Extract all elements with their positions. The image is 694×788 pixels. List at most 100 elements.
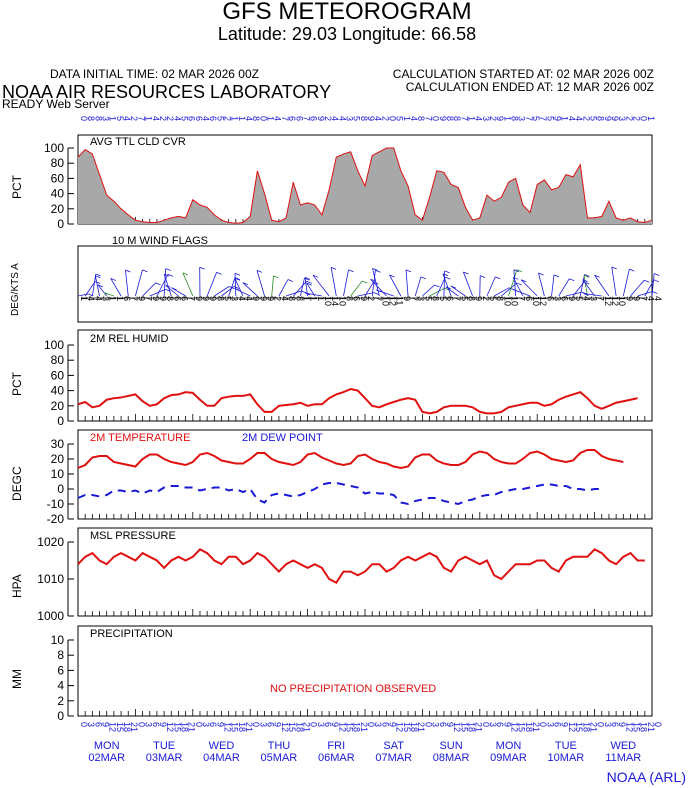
wind-barb-flag — [442, 273, 449, 277]
wind-barb-flag — [95, 273, 101, 277]
wind-barb — [486, 276, 496, 297]
cloud-top-label: 2 — [380, 116, 390, 121]
wind-speed-label: 9 — [208, 296, 218, 301]
x-day-dow: FRI — [327, 740, 345, 752]
x-hour-label: 3 — [144, 722, 154, 727]
x-hour-label: 12 — [108, 722, 118, 732]
x-day-date: 11MAR — [605, 752, 641, 764]
cloud-ytick-label: 0 — [57, 217, 64, 231]
wind-speed-label: 5 — [488, 296, 498, 301]
wind-speed-label: 9 — [567, 296, 577, 301]
wind-speed-label: 1 — [316, 296, 326, 301]
wind-speed-label: 6 — [445, 296, 455, 301]
temp-ytick-label: -20 — [47, 512, 65, 526]
wind-barb — [156, 274, 169, 297]
wind-speed-label: 6 — [545, 296, 555, 301]
wind-barb — [370, 278, 387, 297]
cloud-top-label: 0 — [388, 116, 398, 121]
wind-barb — [450, 285, 466, 297]
wind-barb-flag — [513, 289, 519, 292]
x-hour-label: 18 — [581, 722, 591, 732]
wind-speed-label: 14 — [330, 296, 340, 306]
cloud-top-label: 4 — [409, 116, 419, 121]
x-hour-label: 12 — [624, 722, 634, 732]
wind-barb-flag — [306, 282, 312, 286]
wind-barb-flag — [629, 268, 635, 272]
cloud-top-label: 3 — [617, 116, 627, 121]
wind-barb — [442, 273, 452, 297]
wind-speed-label: 4 — [581, 296, 591, 301]
cloud-top-label: 6 — [294, 116, 304, 121]
wind-barb — [135, 269, 143, 297]
wind-barb — [579, 274, 585, 297]
x-hour-label: 0 — [79, 722, 89, 727]
temp-ytick-label: -10 — [47, 497, 65, 511]
wind-speed-label: 7 — [373, 296, 383, 301]
cloud-top-label: 1 — [646, 116, 656, 121]
x-hour-label: 12 — [567, 722, 577, 732]
rh-ytick-label: 20 — [51, 399, 65, 413]
cloud-top-label: 6 — [208, 116, 218, 121]
cloud-top-label: 2 — [158, 116, 168, 121]
x-hour-label: 18 — [466, 722, 476, 732]
wind-barb-flag — [233, 286, 240, 289]
wind-barb-flag — [273, 275, 279, 279]
wind-barb — [234, 278, 244, 297]
cloud-top-label: 9 — [610, 116, 620, 121]
x-hour-label: 6 — [380, 722, 390, 727]
wind-speed-label: 6 — [560, 296, 570, 301]
cloud-top-label: 1 — [230, 116, 240, 121]
x-hour-label: 6 — [93, 722, 103, 727]
wind-barb — [583, 275, 588, 297]
precip-ytick-label: 4 — [57, 679, 64, 693]
rh-ytick-label: 40 — [51, 384, 65, 398]
wind-barb — [242, 282, 258, 297]
wind-barb-flag — [434, 284, 440, 288]
footer-credit: NOAA (ARL) — [606, 769, 686, 785]
wind-barb-flag — [508, 287, 515, 291]
x-day-dow: MON — [496, 740, 522, 752]
x-hour-label: 3 — [258, 722, 268, 727]
cloud-top-label: 2 — [165, 116, 175, 121]
cloud-top-label: 2 — [323, 116, 333, 121]
wind-barb-flag — [611, 266, 617, 270]
wind-barb — [508, 269, 518, 297]
temp-ytick-label: 20 — [51, 452, 65, 466]
x-hour-label: 12 — [337, 722, 347, 732]
precip-panel-title: PRECIPITATION — [90, 628, 173, 640]
wind-barb — [630, 279, 645, 297]
wind-speed-label: 6 — [122, 296, 132, 301]
cloud-top-label: 4 — [373, 116, 383, 121]
x-hour-label: 21 — [301, 722, 311, 732]
cloud-ylabel: PCT — [10, 175, 24, 199]
wind-barb-flag — [163, 273, 170, 277]
wind-barb — [271, 275, 274, 297]
x-hour-label: 15 — [115, 722, 125, 732]
x-hour-label: 3 — [316, 722, 326, 727]
cloud-top-label: 1 — [108, 116, 118, 121]
wind-barb-flag — [165, 284, 171, 288]
cloud-top-label: 8 — [93, 116, 103, 121]
wind-barb-flag — [301, 290, 307, 294]
rh-ytick-label: 80 — [51, 353, 65, 367]
wind-barb — [350, 280, 363, 297]
wind-barb-flag — [520, 279, 527, 283]
wind-barb-flag — [653, 279, 660, 283]
cloud-top-label: 4 — [151, 116, 161, 121]
wind-speed-label: 9 — [359, 296, 369, 301]
cloud-top-label: 4 — [330, 116, 340, 121]
cloud-top-label: 4 — [122, 116, 132, 121]
wind-speed-label: 12 — [603, 296, 613, 306]
wind-speed-label: 7 — [409, 296, 419, 301]
wind-barb — [305, 292, 323, 297]
wind-barb — [389, 274, 402, 297]
wind-barb — [97, 284, 108, 297]
wind-speed-label: 12 — [388, 296, 398, 306]
wind-speed-label: 1 — [115, 296, 125, 301]
cloud-top-label: 4 — [474, 116, 484, 121]
wind-barb-flag — [199, 266, 205, 270]
x-hour-label: 0 — [309, 722, 319, 727]
x-hour-label: 0 — [251, 722, 261, 727]
wind-barb — [312, 274, 330, 297]
pressure-ylabel: HPA — [10, 574, 24, 598]
